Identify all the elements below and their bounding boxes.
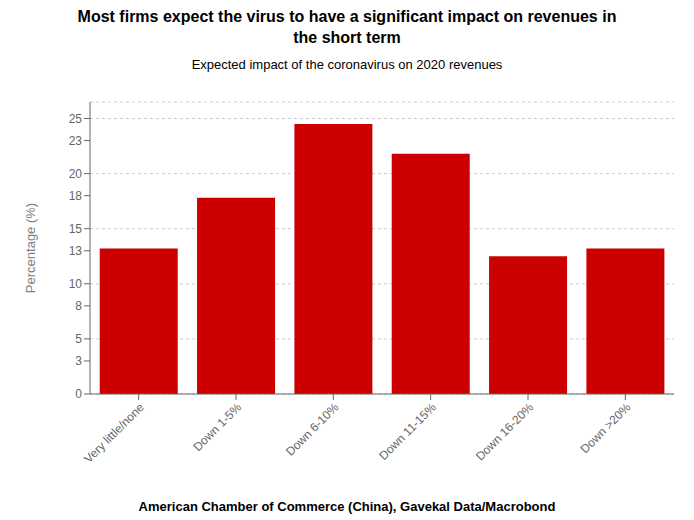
html-text:the short term: the short term [293,29,401,46]
svg-text:15: 15 [69,222,83,236]
svg-text:0: 0 [75,387,82,401]
svg-text:23: 23 [69,134,83,148]
svg-text:10: 10 [69,277,83,291]
svg-text:Down 1-5%: Down 1-5% [190,400,244,454]
svg-text:5: 5 [75,332,82,346]
svg-text:Very little/none: Very little/none [81,400,147,466]
html-text:American Chamber of Commerce (: American Chamber of Commerce (China), Ga… [138,499,556,514]
svg-text:18: 18 [69,189,83,203]
svg-text:Down >20%: Down >20% [578,400,634,456]
svg-text:Down 6-10%: Down 6-10% [283,400,342,459]
svg-text:Down 11-15%: Down 11-15% [376,400,439,463]
html-text:Most firms expect the virus to: Most firms expect the virus to have a si… [77,8,617,25]
svg-text:Percentage (%): Percentage (%) [23,203,38,293]
svg-text:25: 25 [69,112,83,126]
svg-text:13: 13 [69,244,83,258]
svg-text:8: 8 [75,299,82,313]
html-text:Expected impact of the coronav: Expected impact of the coronavirus on 20… [191,57,503,72]
svg-text:3: 3 [75,354,82,368]
svg-text:20: 20 [69,167,83,181]
svg-text:Down 16-20%: Down 16-20% [473,400,536,463]
